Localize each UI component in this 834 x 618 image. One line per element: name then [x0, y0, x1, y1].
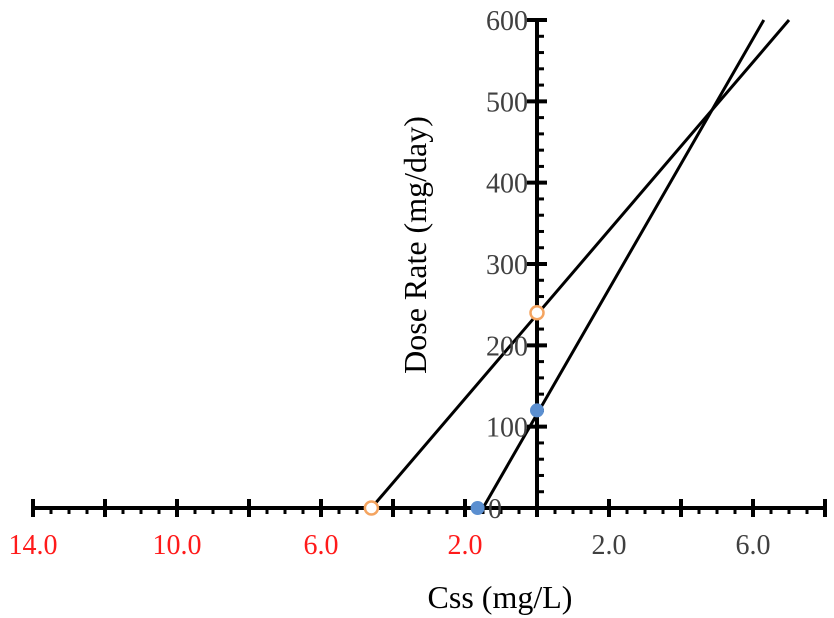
- data-markers: [363, 305, 545, 516]
- data-line-1: [370, 19, 791, 509]
- tick-labels: 14.0 10.0 6.0 2.0 2.0 6.0 100 200 300 400 500 600 0: [9, 6, 771, 561]
- x-tick-label: 6.0: [736, 530, 771, 561]
- x-tick-label: 6.0: [304, 530, 339, 561]
- y-tick-label: 300: [486, 250, 528, 281]
- open-data-point: [529, 305, 545, 321]
- y-tick-label: 100: [486, 413, 528, 444]
- y-tick-label: 400: [486, 169, 528, 200]
- open-data-point: [363, 500, 380, 516]
- y-axis-title: Dose Rate (mg/day): [397, 116, 433, 374]
- y-tick-label: 600: [486, 6, 528, 37]
- plot-lines: [370, 19, 791, 509]
- x-axis-title: Css (mg/L): [428, 579, 573, 615]
- y-tick-label-zero: 0: [488, 494, 502, 525]
- y-tick-label: 200: [486, 331, 528, 362]
- x-tick-label: 2.0: [448, 530, 483, 561]
- x-tick-label: 14.0: [9, 530, 58, 561]
- filled-data-point: [470, 501, 485, 515]
- x-tick-label: 10.0: [153, 530, 202, 561]
- y-tick-label: 500: [486, 87, 528, 118]
- filled-data-point: [530, 403, 544, 418]
- x-tick-label: 2.0: [592, 530, 627, 561]
